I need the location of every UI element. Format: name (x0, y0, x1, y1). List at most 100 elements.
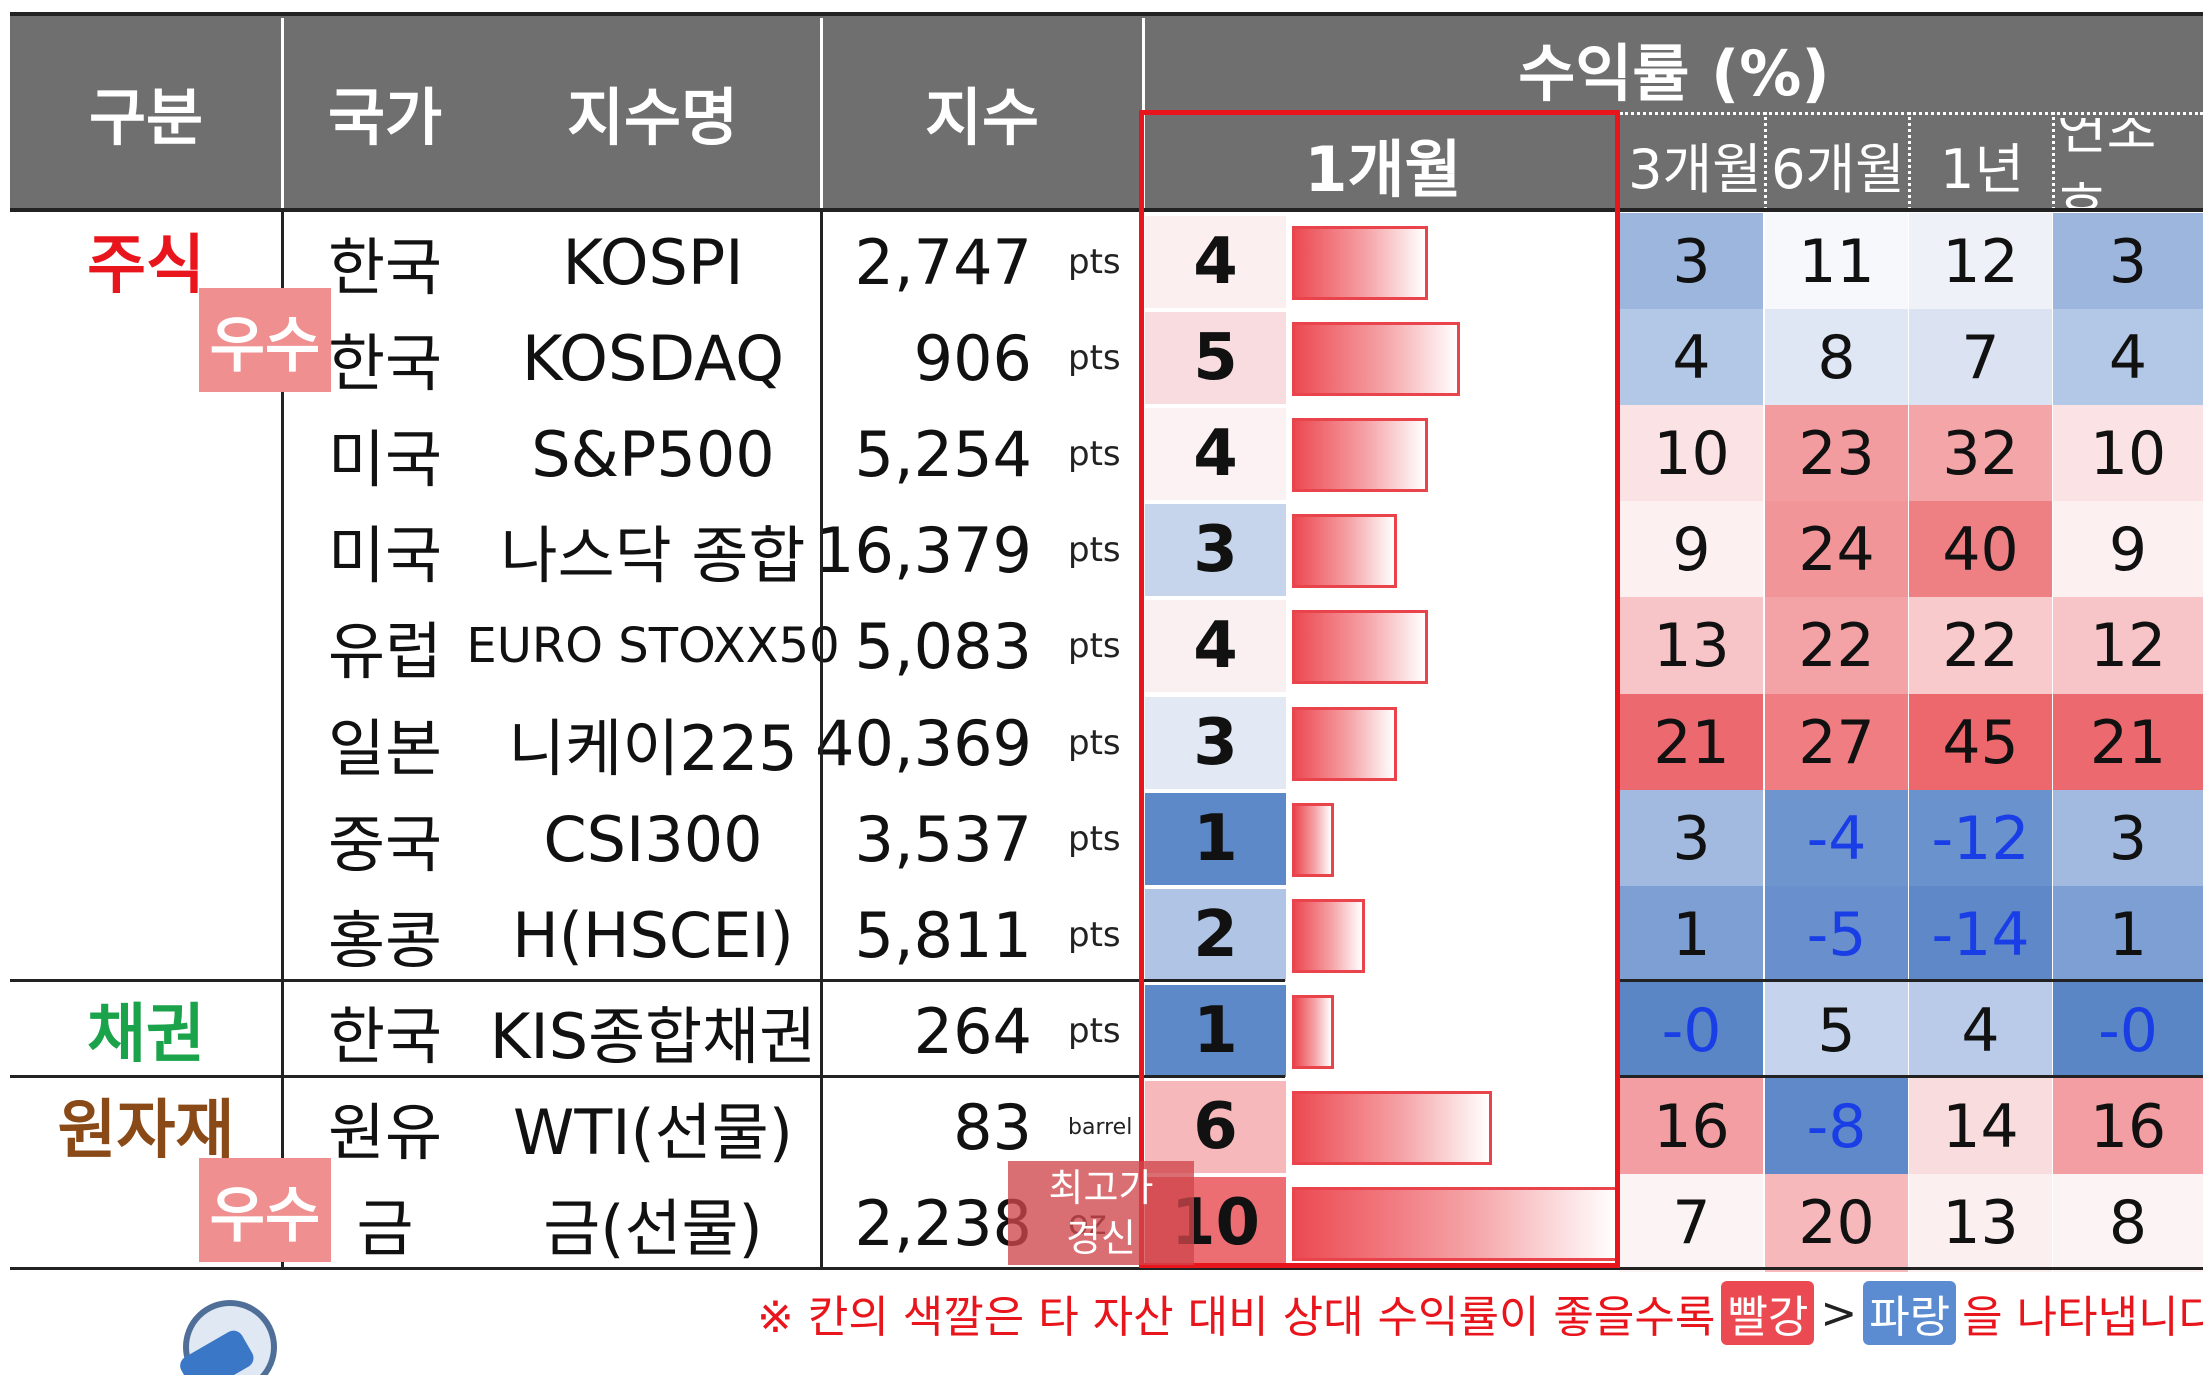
return-cell-y1: 13 (1909, 1174, 2052, 1272)
index-value-cell: 5,083 (854, 609, 1033, 683)
header-divider (1908, 112, 1911, 210)
one-month-return: 3 (1145, 504, 1286, 596)
one-month-return: 1 (1145, 793, 1286, 885)
country-cell: 일본 (327, 712, 443, 785)
one-month-return: 2 (1145, 889, 1286, 981)
category-commodity: 원자재 (57, 1094, 235, 1168)
return-cell-y1: 4 (1909, 982, 2052, 1080)
one-month-bar (1292, 610, 1428, 684)
return-cell-ytd: 12 (2053, 597, 2203, 695)
return-cell-y1: -12 (1909, 790, 2052, 888)
footnote-gt: > (1820, 1287, 1858, 1339)
index-name-cell: KOSPI (562, 225, 744, 299)
section-divider (1615, 1075, 2203, 1078)
unit-label: barrel (1068, 1114, 1133, 1140)
return-cell-m3: 1 (1620, 886, 1763, 984)
return-cell-y1: -14 (1909, 886, 2052, 984)
unit-label: pts (1068, 723, 1121, 763)
index-value-cell: 264 (913, 994, 1032, 1068)
return-cell-m6: 24 (1765, 501, 1908, 599)
header-bottom-border (10, 208, 2203, 212)
unit-label: pts (1068, 242, 1121, 282)
category-bond: 채권 (87, 998, 205, 1072)
magnifier-icon (150, 1285, 290, 1375)
index-name-cell: S&P500 (531, 417, 775, 491)
unit-label: pts (1068, 819, 1121, 859)
country-cell: 한국 (327, 231, 443, 304)
return-cell-m6: 20 (1765, 1174, 1908, 1272)
country-cell: 유럽 (327, 615, 443, 688)
unit-label: pts (1068, 626, 1121, 666)
header-divider (2052, 112, 2055, 210)
return-cell-m3: 7 (1620, 1174, 1763, 1272)
header-country: 국가 (327, 81, 443, 154)
index-name-cell: 나스닥 종합 (500, 519, 806, 592)
one-month-bar (1292, 322, 1460, 396)
country-cell: 미국 (327, 423, 443, 496)
index-value-cell: 2,747 (854, 225, 1033, 299)
footnote: ※ 칸의 색깔은 타 자산 대비 상대 수익률이 좋을수록 빨강 > 파랑 을 … (757, 1281, 2203, 1345)
footnote-red-label: 빨강 (1721, 1281, 1815, 1345)
one-month-bar (1292, 899, 1365, 973)
index-name-cell: 금(선물) (543, 1192, 763, 1265)
one-month-bar (1292, 707, 1397, 781)
index-value-cell: 83 (953, 1090, 1032, 1164)
one-month-return: 4 (1145, 600, 1286, 692)
column-divider (820, 210, 823, 1268)
return-cell-m3: 10 (1620, 405, 1763, 503)
return-cell-ytd: 3 (2053, 213, 2203, 311)
one-month-return: 4 (1145, 216, 1286, 308)
one-month-bar (1292, 1187, 1618, 1261)
return-cell-y1: 14 (1909, 1078, 2052, 1176)
return-cell-m6: 22 (1765, 597, 1908, 695)
return-cell-y1: 22 (1909, 597, 2052, 695)
country-cell: 금 (356, 1192, 414, 1265)
return-cell-y1: 32 (1909, 405, 2052, 503)
header-divider (1764, 112, 1767, 210)
header-3m: 3개월 (1628, 137, 1762, 201)
return-cell-m3: 3 (1620, 790, 1763, 888)
return-cell-ytd: 3 (2053, 790, 2203, 888)
section-divider (1615, 979, 2203, 982)
column-divider (281, 210, 284, 1268)
header-divider (281, 18, 284, 210)
one-month-bar (1292, 803, 1334, 877)
one-month-bar (1292, 995, 1334, 1069)
one-month-highlight (1139, 110, 1620, 1268)
return-cell-ytd: 4 (2053, 309, 2203, 407)
one-month-return: 1 (1145, 985, 1286, 1077)
return-cell-m6: 23 (1765, 405, 1908, 503)
index-value-cell: 2,238 (854, 1186, 1033, 1260)
return-cell-m3: 9 (1620, 501, 1763, 599)
return-cell-y1: 7 (1909, 309, 2052, 407)
return-cell-ytd: 8 (2053, 1174, 2203, 1272)
footnote-blue-label: 파랑 (1863, 1281, 1957, 1345)
return-cell-m6: -8 (1765, 1078, 1908, 1176)
section-divider (10, 1075, 1285, 1078)
one-month-bar (1292, 514, 1397, 588)
index-value-cell: 5,811 (854, 898, 1033, 972)
header-divider (820, 18, 823, 210)
excellent-badge: 우수 (199, 288, 331, 392)
country-cell: 중국 (327, 808, 443, 881)
return-cell-ytd: -0 (2053, 982, 2203, 1080)
header-1y: 1년 (1939, 137, 2025, 201)
country-cell: 원유 (327, 1096, 443, 1169)
return-cell-m3: 4 (1620, 309, 1763, 407)
category-stock: 주식 (87, 229, 205, 303)
one-month-bar (1292, 226, 1428, 300)
index-name-cell: WTI(선물) (513, 1096, 793, 1169)
index-name-cell: CSI300 (543, 802, 763, 876)
one-month-return: 6 (1145, 1081, 1286, 1173)
header-index-name: 지수명 (566, 81, 739, 154)
return-cell-m6: -5 (1765, 886, 1908, 984)
unit-label: pts (1068, 530, 1121, 570)
one-month-return: 3 (1145, 697, 1286, 789)
country-cell: 한국 (327, 327, 443, 400)
table-bottom-border (10, 1267, 2203, 1270)
unit-label: pts (1068, 338, 1121, 378)
header-divider (1620, 112, 2203, 115)
record-high-badge: 최고가 경신 (1008, 1161, 1194, 1265)
return-cell-m6: 27 (1765, 694, 1908, 792)
index-value-cell: 906 (913, 321, 1032, 395)
